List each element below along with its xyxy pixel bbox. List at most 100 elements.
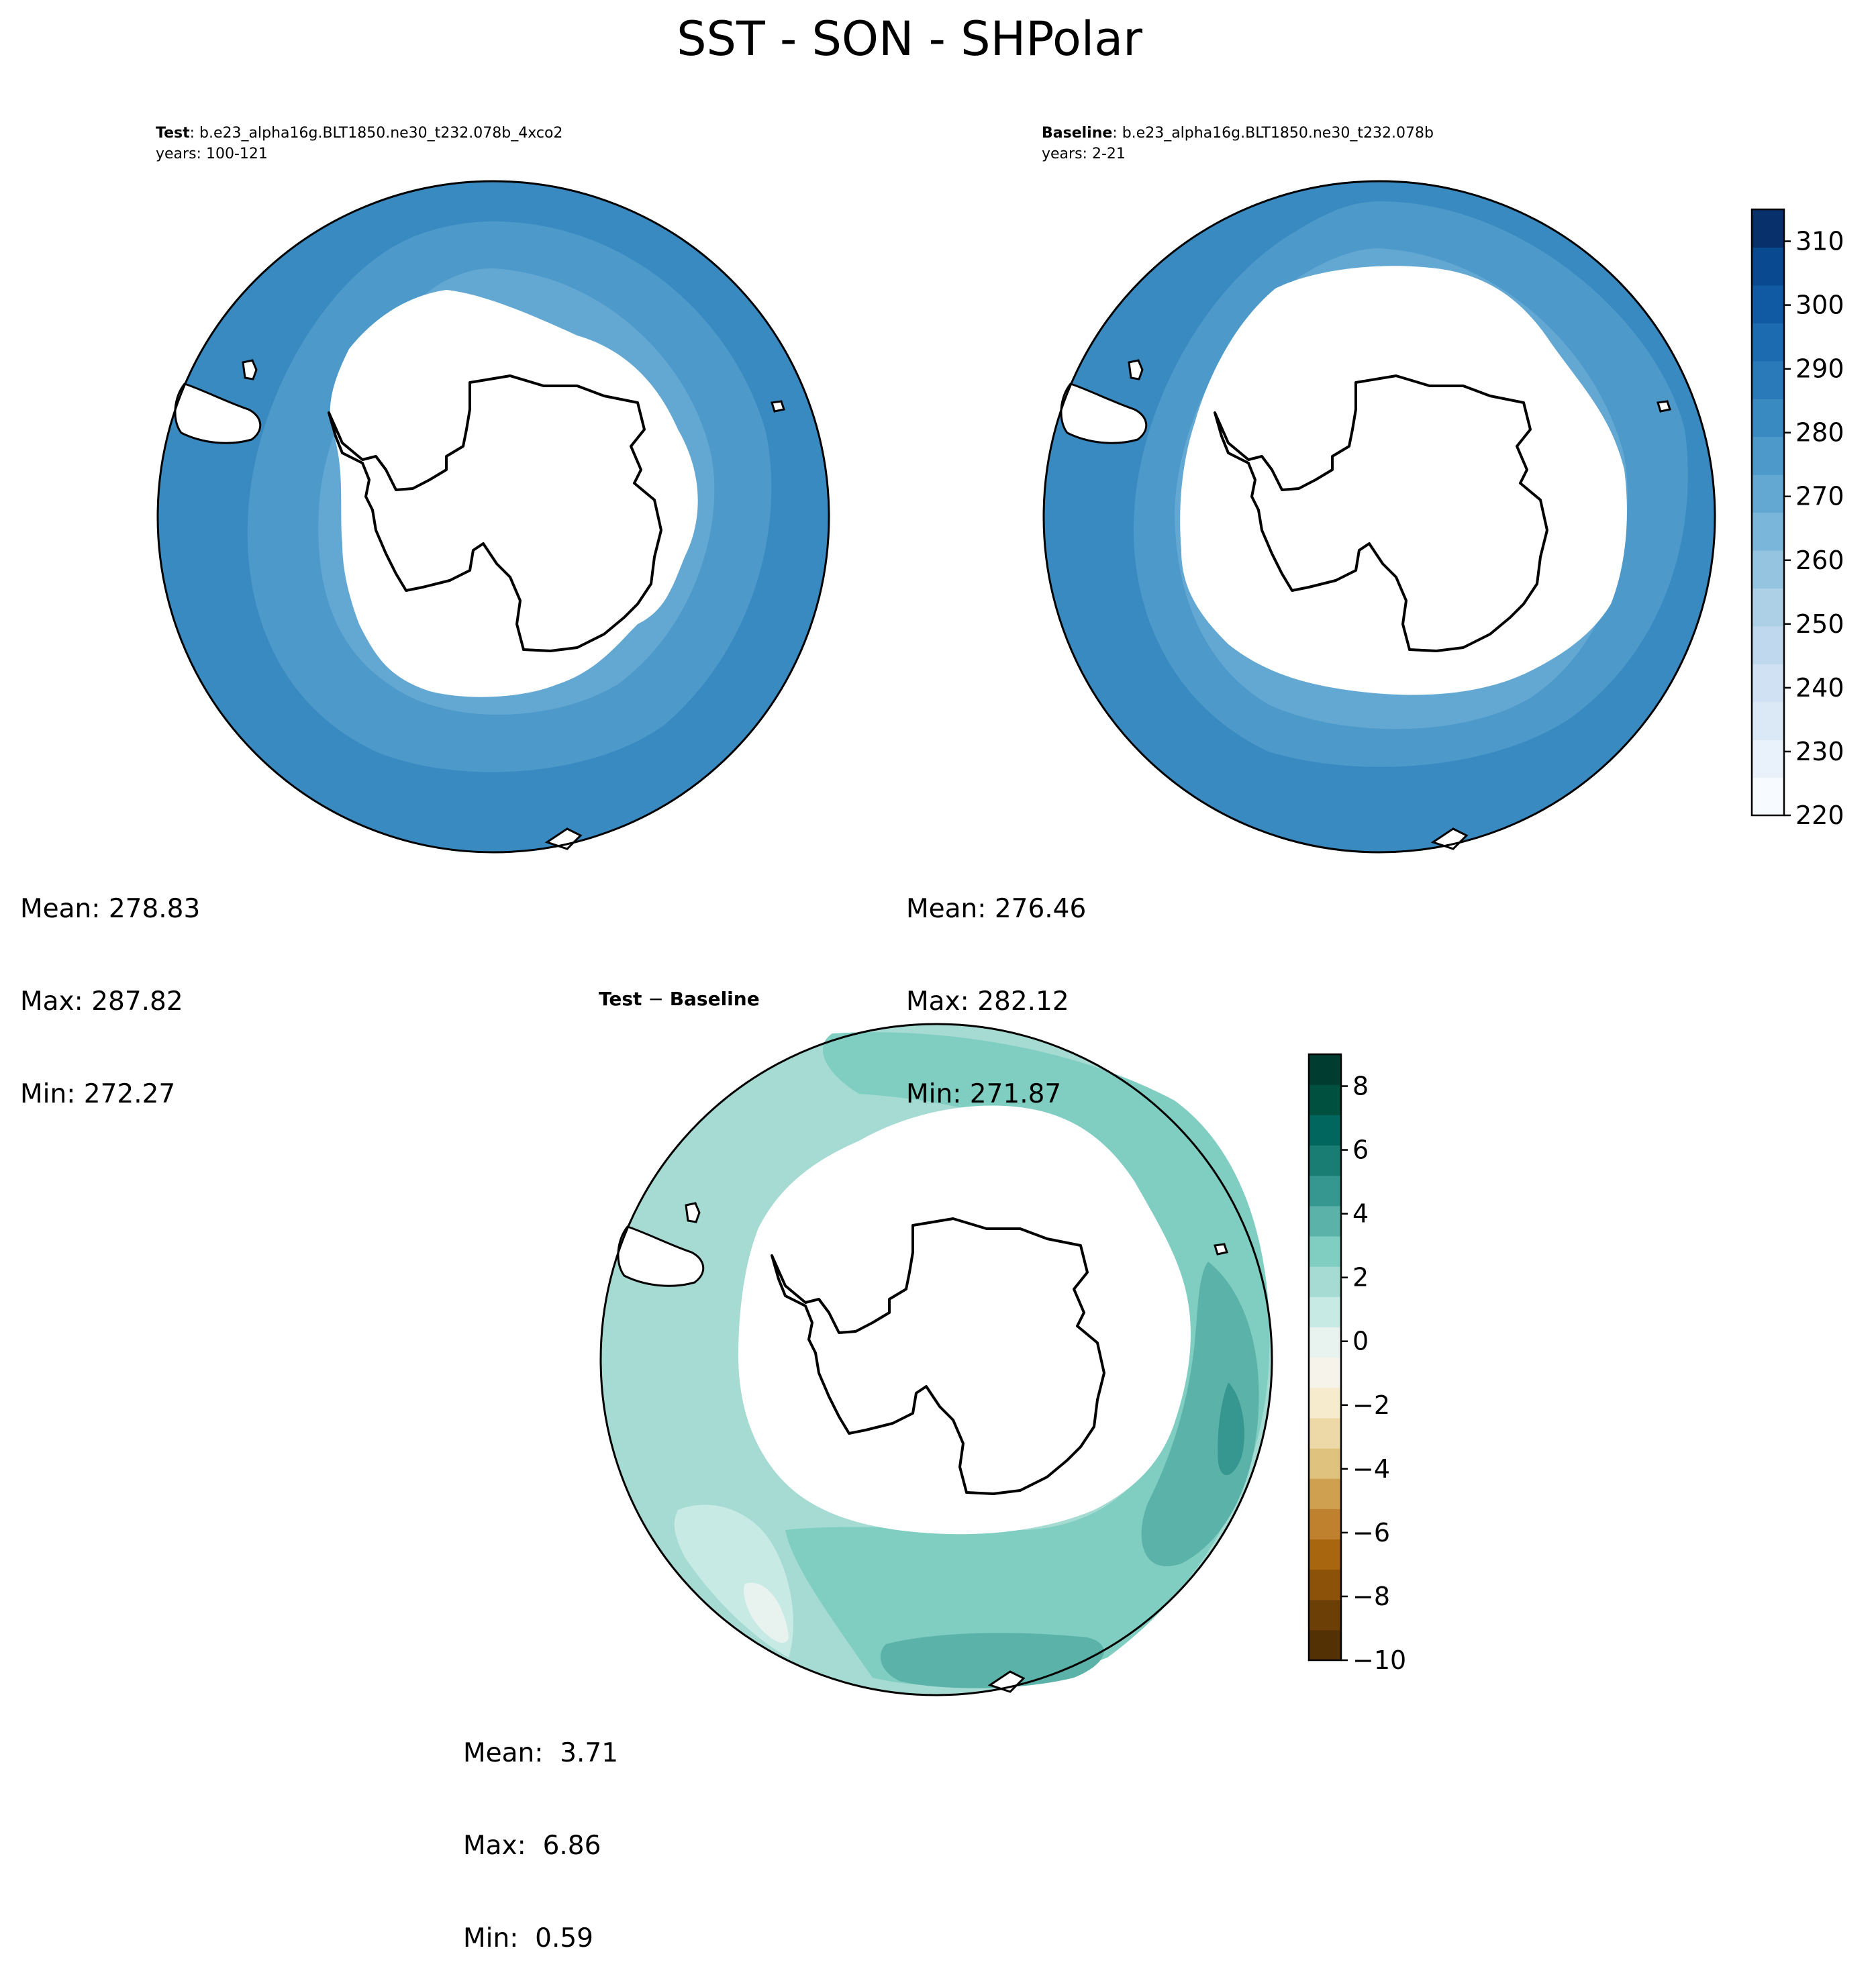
difference-map-contour-6 (1218, 1382, 1244, 1476)
difference-colorbar-tick-label: −8 (1352, 1582, 1390, 1611)
difference-colorbar-tick-label: 8 (1352, 1072, 1369, 1101)
difference-colorbar-tick-label: 4 (1352, 1199, 1369, 1229)
difference-colorbar-level (1309, 1447, 1341, 1479)
baseline-colorbar-level (1752, 777, 1784, 816)
baseline-colorbar-level (1752, 247, 1784, 286)
difference-map (599, 1023, 1273, 1696)
difference-title-test: Test (599, 988, 642, 1010)
stat-value: 272.27 (83, 1079, 176, 1109)
difference-colorbar-level (1309, 1054, 1341, 1085)
stat-value: 276.46 (994, 894, 1087, 924)
difference-map-island-2 (1214, 1243, 1228, 1256)
difference-map-title: Test − Baseline (599, 988, 760, 1010)
baseline-map-panel: Baseline: b.e23_alpha16g.BLT1850.ne30_t2… (1042, 125, 1844, 854)
stat-label: Max: (20, 986, 83, 1017)
difference-colorbar-level (1309, 1569, 1341, 1600)
difference-colorbar-level (1309, 1296, 1341, 1327)
difference-colorbar-tick-label: −2 (1352, 1390, 1390, 1420)
difference-map-stats: Mean: 3.71 Max: 6.86 Min: 0.59 (463, 1676, 618, 1985)
baseline-colorbar-level (1752, 740, 1784, 778)
difference-map-panel: Test − Baseline −10 −8 −6 −4 −2 0 2 4 6 8 (599, 988, 1406, 1696)
difference-title-operator: − (642, 988, 669, 1010)
difference-colorbar-level (1309, 1539, 1341, 1570)
stat-value: 278.83 (108, 894, 201, 924)
baseline-colorbar-level (1752, 323, 1784, 362)
baseline-colorbar-tick-label: 270 (1795, 482, 1844, 511)
test-stat-min: Min: 272.27 (20, 1079, 200, 1110)
test-title-case: : b.e23_alpha16g.BLT1850.ne30_t232.078b_… (190, 125, 563, 142)
difference-colorbar-tick-label: 6 (1352, 1135, 1369, 1165)
difference-colorbar-level (1309, 1205, 1341, 1237)
difference-colorbar-tick-label: 2 (1352, 1263, 1369, 1292)
difference-map-south-america-tip (617, 1225, 705, 1287)
test-map-stats: Mean: 278.83 Max: 287.82 Min: 272.27 (20, 832, 200, 1141)
difference-map-boundary (599, 1023, 1273, 1696)
test-map-years: years: 100-121 (156, 146, 268, 162)
test-map-antarctica-coastline (328, 374, 662, 652)
difference-colorbar: −10 −8 −6 −4 −2 0 2 4 6 8 (1307, 1053, 1406, 1675)
difference-colorbar-level (1309, 1357, 1341, 1388)
difference-colorbar-level (1309, 1115, 1341, 1146)
difference-colorbar-level (1309, 1266, 1341, 1297)
baseline-colorbar-level (1752, 625, 1784, 664)
test-map-panel: Test: b.e23_alpha16g.BLT1850.ne30_t232.0… (156, 125, 830, 854)
difference-colorbar-tick-label: −4 (1352, 1454, 1390, 1484)
baseline-colorbar-tick-label: 310 (1795, 227, 1844, 256)
difference-colorbar-level (1309, 1084, 1341, 1115)
baseline-colorbar-level (1752, 209, 1784, 248)
difference-stat-min: Min: 0.59 (463, 1923, 618, 1954)
baseline-colorbar-level (1752, 474, 1784, 513)
difference-colorbar-level (1309, 1417, 1341, 1449)
baseline-colorbar-level (1752, 550, 1784, 589)
stat-label: Min: (906, 1079, 962, 1109)
difference-colorbar-tick-label: 0 (1352, 1327, 1369, 1356)
difference-colorbar-level (1309, 1478, 1341, 1509)
baseline-stat-max: Max: 282.12 (906, 986, 1086, 1017)
stat-value: 0.59 (526, 1923, 593, 1953)
difference-map-contour-5 (1141, 1262, 1259, 1566)
stat-label: Min: (463, 1923, 519, 1953)
stat-label: Mean: (20, 894, 101, 924)
stat-label: Max: (463, 1831, 526, 1861)
baseline-map-island-1 (1128, 359, 1144, 380)
stat-label: Max: (906, 986, 969, 1017)
difference-colorbar-level (1309, 1629, 1341, 1661)
difference-map-contour-0 (744, 1582, 789, 1643)
baseline-colorbar-tick-label: 250 (1795, 609, 1844, 639)
baseline-colorbar-level (1752, 399, 1784, 438)
baseline-colorbar-frame (1750, 208, 1785, 817)
difference-map-island-1 (685, 1202, 701, 1223)
figure-title: SST - SON - SHPolar (677, 11, 1142, 66)
baseline-title-case: : b.e23_alpha16g.BLT1850.ne30_t232.078b (1112, 125, 1434, 142)
test-map-island-2 (771, 400, 785, 413)
test-map-title: Test: b.e23_alpha16g.BLT1850.ne30_t232.0… (156, 125, 562, 142)
difference-stat-mean: Mean: 3.71 (463, 1738, 618, 1769)
stat-label: Mean: (463, 1738, 544, 1768)
stat-label: Min: (20, 1079, 76, 1109)
difference-colorbar-level (1309, 1509, 1341, 1539)
difference-stat-max: Max: 6.86 (463, 1831, 618, 1862)
stat-value: 271.87 (969, 1079, 1062, 1109)
stat-value: 287.82 (91, 986, 183, 1017)
difference-colorbar-level (1309, 1175, 1341, 1207)
baseline-map-years: years: 2-21 (1042, 146, 1126, 162)
baseline-colorbar-level (1752, 701, 1784, 740)
test-map-boundary (156, 180, 830, 854)
figure: SST - SON - SHPolar Test: b.e23_alpha16g… (156, 11, 1844, 1696)
baseline-map (1042, 180, 1716, 854)
baseline-colorbar-tick-label: 290 (1795, 354, 1844, 384)
baseline-colorbar-tick-label: 230 (1795, 737, 1844, 766)
baseline-title-bold: Baseline (1042, 125, 1112, 142)
difference-colorbar-level (1309, 1327, 1341, 1358)
baseline-colorbar-level (1752, 588, 1784, 627)
test-map (156, 180, 830, 854)
difference-colorbar-level (1309, 1145, 1341, 1176)
baseline-stat-min: Min: 271.87 (906, 1079, 1086, 1110)
stat-value: 3.71 (551, 1738, 619, 1768)
difference-title-baseline: Baseline (670, 988, 760, 1010)
test-map-south-america-tip (174, 383, 262, 444)
baseline-map-title: Baseline: b.e23_alpha16g.BLT1850.ne30_t2… (1042, 125, 1434, 142)
baseline-colorbar-level (1752, 436, 1784, 475)
baseline-colorbar-tick-label: 300 (1795, 291, 1844, 320)
baseline-colorbar-level (1752, 664, 1784, 703)
